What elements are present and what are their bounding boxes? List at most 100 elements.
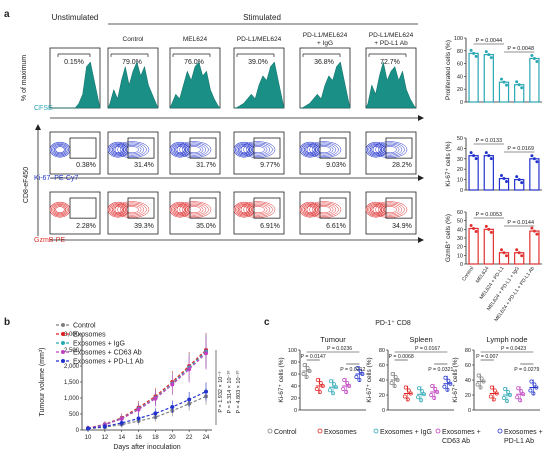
bar-point — [515, 80, 519, 84]
scatter-point — [518, 398, 523, 403]
growth-point — [170, 404, 175, 409]
bar-ytick-label: 20 — [457, 167, 463, 173]
scatter-ytick-label: 80 — [465, 348, 471, 354]
ki67-plot-frame — [299, 131, 351, 175]
condition-label: PD-L1/MEL624 — [237, 36, 282, 43]
ki67-plot-contour — [114, 141, 150, 158]
gzmb-plot-contour — [175, 206, 185, 214]
scatter-point — [317, 390, 322, 394]
bar-ytick-label: 30 — [457, 157, 463, 163]
scatter-point — [516, 386, 521, 391]
growth-series-line — [87, 395, 207, 430]
gzmb-plot-gate — [253, 197, 281, 219]
bar-ytick-label: 0 — [460, 262, 463, 268]
scatter-point — [529, 379, 534, 384]
ki67-plot-contour — [111, 145, 125, 155]
growth-xtick-label: 18 — [152, 435, 159, 441]
bar-point — [472, 51, 476, 55]
growth-point — [187, 397, 192, 402]
legend-marker — [435, 428, 441, 434]
growth-xtick-label: 14 — [118, 435, 125, 441]
panel-label-c: c — [264, 317, 270, 328]
legend-label: Exosomes — [73, 332, 106, 339]
scatter-point — [429, 393, 434, 397]
scatter-point — [405, 397, 410, 402]
bar-point — [517, 251, 521, 255]
scatter-point — [305, 366, 310, 370]
gzmb-plot-contour — [113, 206, 123, 214]
ki67-plot-contour — [367, 142, 385, 157]
scatter-point — [392, 384, 397, 388]
bar-ytick-label: 50 — [457, 136, 463, 142]
gzmb-plot-contour — [237, 205, 251, 215]
scatter-group-title: Lymph node — [486, 335, 527, 344]
bar-point — [535, 232, 539, 236]
ki67-percentage: 28.2% — [392, 162, 412, 169]
scatter-point — [528, 388, 533, 393]
bar-point — [505, 180, 508, 184]
ki67-plot-contour — [235, 142, 253, 157]
scatter-point — [508, 393, 512, 397]
bar-point — [484, 224, 488, 228]
legend-marker — [267, 428, 273, 434]
gzmb-plot-gate — [385, 197, 413, 219]
ki67-plot-contour — [119, 143, 145, 156]
histogram-fill — [365, 61, 417, 109]
ki67-plot-gate — [69, 137, 97, 159]
legend-label: Exosomes + PD-L1 Ab — [73, 359, 144, 366]
bar — [468, 155, 479, 191]
scatter-point — [422, 392, 426, 397]
scatter-ytick-label: 60 — [465, 363, 471, 369]
scatter-ytick-label: 0 — [294, 408, 297, 414]
bar-point — [489, 230, 493, 234]
p-value: P = 0.0133 — [475, 138, 502, 144]
scatter-point — [354, 375, 359, 379]
gzmb-plot-frame — [107, 191, 159, 235]
cd8-axis-label: CD8-eF450 — [23, 167, 30, 203]
ki67-plot-frame — [49, 131, 101, 175]
growth-point — [102, 424, 107, 429]
bar-point — [530, 53, 534, 57]
scatter-point — [432, 396, 437, 400]
bar-point — [535, 59, 539, 63]
p-value: P = 0.0048 — [507, 46, 534, 52]
scatter-point — [417, 386, 421, 391]
gzmb-plot-frame — [233, 191, 285, 235]
growth-series-line — [87, 391, 207, 430]
cfse-percentage: 0.15% — [64, 59, 84, 66]
gzmb-plot-contour — [239, 206, 249, 214]
gzmb-plot-frame — [365, 191, 417, 235]
p-value: P = 0.0044 — [475, 38, 502, 44]
growth-point — [187, 367, 192, 372]
gzmb-percentage: 6.91% — [260, 223, 280, 230]
bar — [529, 230, 540, 265]
ki67-percentage: 31.7% — [196, 162, 216, 169]
condition-label: + PD-L1 Ab — [374, 40, 408, 47]
legend-marker — [497, 428, 503, 434]
bar-point — [474, 54, 478, 58]
scatter-ytick-label: 80 — [291, 360, 297, 366]
gzmb-plot-contour — [243, 202, 273, 217]
ki67-plot-contour — [314, 144, 334, 155]
cfse-axis-label: CFSE — [34, 105, 53, 112]
ki67-percentage: 9.77% — [260, 162, 280, 169]
ki67-plot-contour — [125, 146, 139, 154]
gzmb-percentage: 34.9% — [392, 223, 412, 230]
scatter-point — [320, 384, 325, 388]
scatter-point — [307, 369, 312, 373]
bar — [468, 52, 479, 103]
histogram-fill — [300, 61, 351, 109]
scatter-point — [334, 385, 338, 390]
ki67-plot-contour — [237, 145, 251, 155]
scatter-point — [358, 369, 363, 373]
ki67-percentage: 31.4% — [134, 162, 154, 169]
ki67-plot-contour — [371, 146, 381, 154]
growth-pvalue: P = 4.803 × 10⁻¹⁰ — [235, 370, 242, 414]
bar-ytick-label: 40 — [457, 227, 463, 233]
legend-label: Exosomes + IgG — [73, 341, 125, 348]
scatter-group-title: Tumour — [320, 335, 346, 344]
scatter-point — [393, 375, 398, 379]
panel-label-b: b — [4, 317, 11, 328]
growth-xtick-label: 24 — [203, 435, 210, 441]
ki67-plot-contour — [187, 146, 201, 154]
